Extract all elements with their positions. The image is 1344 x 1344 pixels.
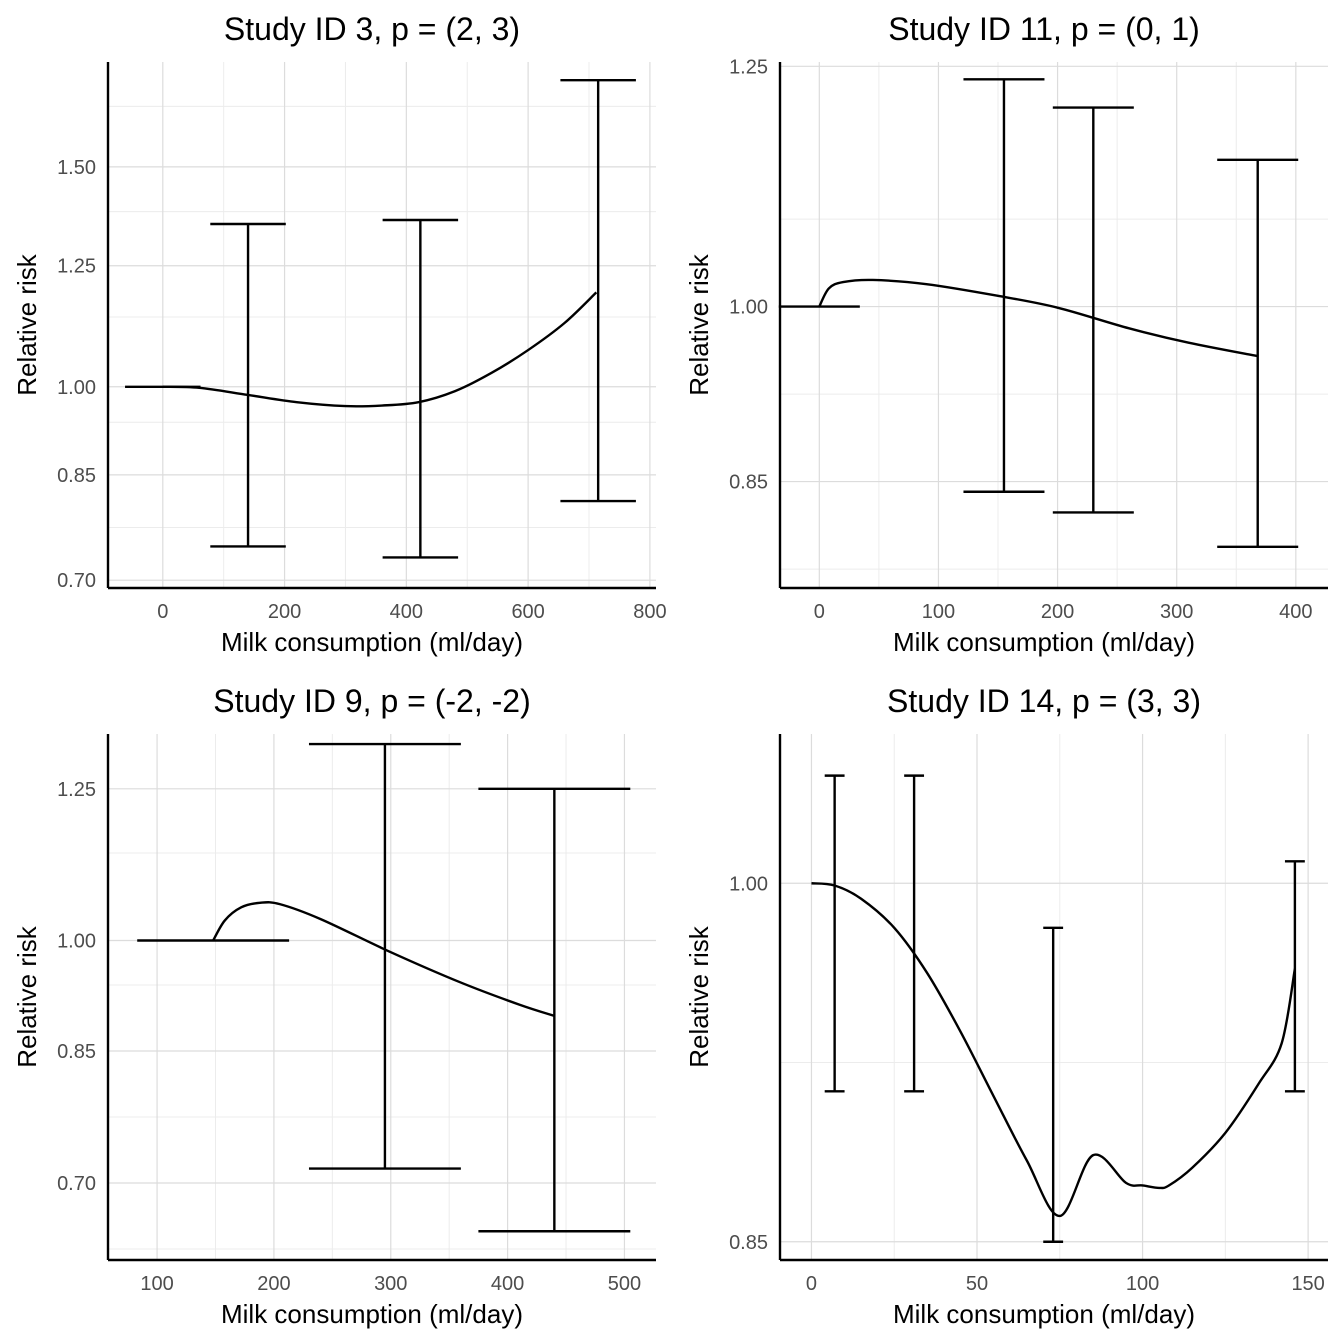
y-tick-label: 0.70 [57,1173,96,1195]
x-tick-label: 150 [1291,1273,1324,1295]
y-tick-label: 0.85 [57,1041,96,1063]
x-tick-label: 100 [1126,1273,1159,1295]
x-tick-label: 100 [922,601,955,623]
y-axis-label: Relative risk [12,253,42,396]
y-tick-label: 1.25 [57,779,96,801]
chart-title: Study ID 3, p = (2, 3) [224,11,520,47]
y-tick-label: 0.85 [57,465,96,487]
dose-response-curve [811,882,1297,1218]
y-tick-label: 0.85 [729,1232,768,1254]
x-tick-label: 600 [511,601,544,623]
chart-panel-2: 0 100 200 300 400 0.85 1.00 1.25 Study ID 11, p … [684,11,1328,657]
x-tick-label: 200 [1041,601,1074,623]
x-axis-label: Milk consumption (ml/day) [221,1299,523,1329]
y-tick-label: 1.25 [729,56,768,78]
x-tick-label: 800 [633,601,666,623]
x-tick-label: 0 [157,601,168,623]
dose-response-curve [212,901,555,1018]
chart-title: Study ID 11, p = (0, 1) [888,11,1200,47]
y-tick-label: 1.00 [729,873,768,895]
chart-panel-4: 0 50 100 150 0.85 1.00 Study ID 14, p = (3, 3)… [684,683,1328,1329]
x-tick-label: 400 [491,1273,524,1295]
y-tick-label: 0.70 [57,570,96,592]
x-tick-label: 200 [257,1273,290,1295]
x-axis-label: Milk consumption (ml/day) [893,1299,1195,1329]
x-axis-label: Milk consumption (ml/day) [893,627,1195,657]
y-tick-label: 1.00 [57,931,96,953]
chart-panel-3: 100 200 300 400 500 0.70 0.85 1.00 1.25 Study ID … [12,683,656,1329]
y-tick-label: 1.00 [729,297,768,319]
chart-panel-1: 0 200 400 600 800 0.70 0.85 1.00 1.25 1.50 Study I… [12,11,667,657]
chart-title: Study ID 14, p = (3, 3) [887,683,1201,719]
y-axis-label: Relative risk [12,925,42,1068]
chart-title: Study ID 9, p = (-2, -2) [213,683,530,719]
y-tick-label: 1.00 [57,377,96,399]
x-tick-label: 400 [1279,601,1312,623]
x-tick-label: 100 [140,1273,173,1295]
y-tick-label: 0.85 [729,472,768,494]
x-tick-label: 0 [814,601,825,623]
x-axis-label: Milk consumption (ml/day) [221,627,523,657]
dose-response-curve [162,291,598,408]
y-tick-label: 1.25 [57,256,96,278]
x-tick-label: 200 [268,601,301,623]
x-tick-label: 50 [966,1273,988,1295]
y-tick-label: 1.50 [57,157,96,179]
y-axis-label: Relative risk [684,253,714,396]
x-tick-label: 400 [390,601,423,623]
dose-response-curve [818,278,1258,358]
x-tick-label: 300 [1160,601,1193,623]
x-tick-label: 300 [374,1273,407,1295]
y-axis-label: Relative risk [684,925,714,1068]
x-tick-label: 0 [806,1273,817,1295]
x-tick-label: 500 [608,1273,641,1295]
